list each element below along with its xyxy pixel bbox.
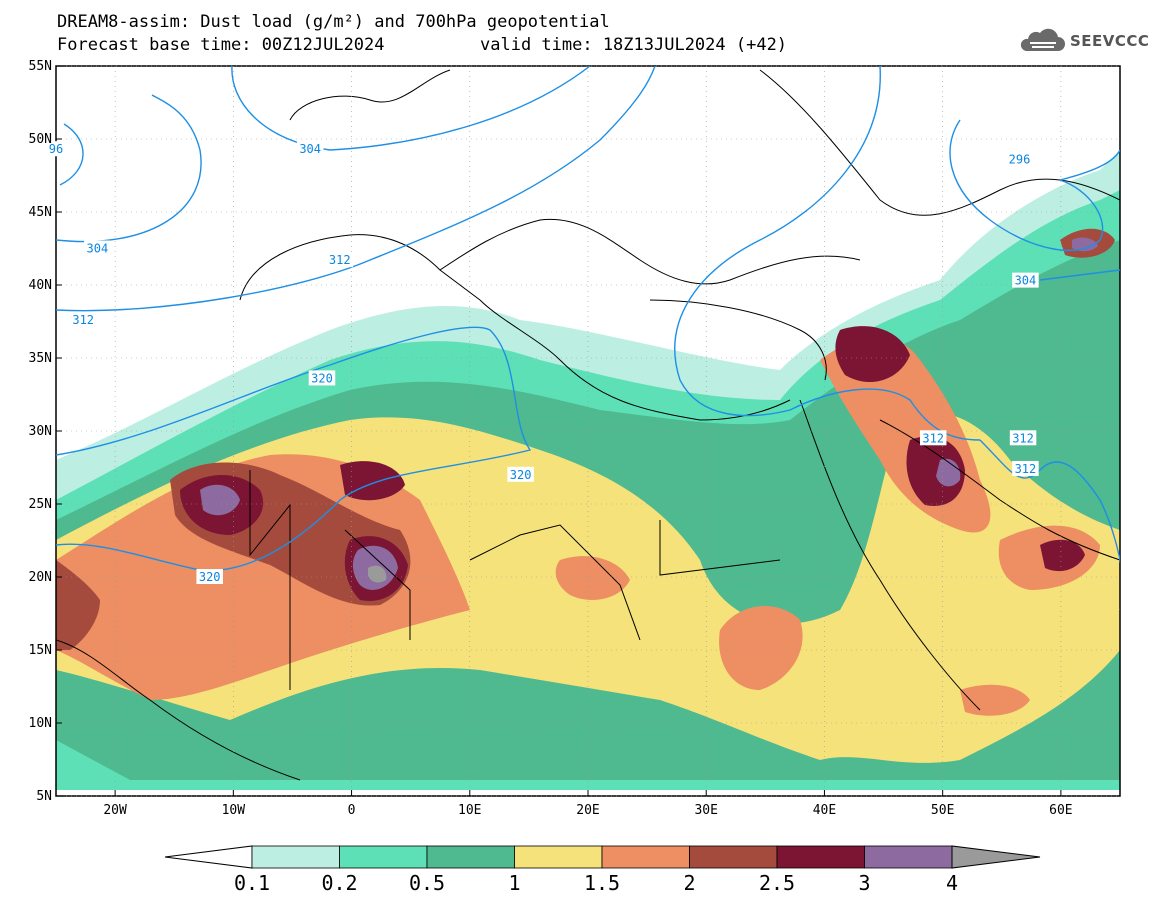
coastlines xyxy=(56,69,1120,781)
colorbar-swatch xyxy=(426,845,515,869)
lat-tick-label: 5N xyxy=(36,789,52,804)
lon-tick-label: 0 xyxy=(348,803,356,818)
colorbar-swatch xyxy=(776,845,865,869)
contour-label: 312 xyxy=(922,431,944,445)
contour-label: 304 xyxy=(1015,274,1037,288)
latitude-axis: 55N 50N 45N 40N 35N 30N 25N 20N 15N 10N 5N xyxy=(29,59,62,804)
colorbar-label: 4 xyxy=(946,871,958,895)
lat-tick-label: 50N xyxy=(29,132,52,147)
colorbar-swatch xyxy=(339,845,428,869)
colorbar-low-arrow xyxy=(164,845,253,869)
contour-label: 304 xyxy=(299,142,321,156)
lon-tick-label: 60E xyxy=(1049,803,1072,818)
contour-label-bg xyxy=(326,252,353,268)
contour-label: 320 xyxy=(510,468,532,482)
contour-label-bg xyxy=(196,569,223,584)
dust-load-field xyxy=(56,66,1120,796)
contour-label: 320 xyxy=(311,371,333,385)
colorbar: 0.1 0.2 0.5 1 1.5 2 2.5 3 4 xyxy=(164,845,1041,895)
cloud-icon xyxy=(1020,28,1065,51)
colorbar-label: 0.1 xyxy=(234,871,270,895)
contour-label: 312 xyxy=(1012,431,1034,445)
contour-label-bg xyxy=(507,466,534,482)
colorbar-swatch xyxy=(689,845,778,869)
contour-label-bg xyxy=(1009,430,1037,446)
logo-text: SEEVCCC xyxy=(1070,32,1150,50)
contour-label-bg xyxy=(1006,151,1033,167)
lon-tick-label: 20E xyxy=(576,803,599,818)
contour-label: 312 xyxy=(329,253,351,267)
contour-label-bg xyxy=(69,312,97,328)
seevccc-logo: SEEVCCC xyxy=(1018,27,1149,55)
lat-tick-label: 15N xyxy=(29,643,52,658)
contour-label-bg xyxy=(84,240,111,256)
contour-label: 296 xyxy=(1009,152,1031,166)
colorbar-label: 0.2 xyxy=(321,871,357,895)
contour-label: 320 xyxy=(199,570,221,584)
lat-tick-label: 25N xyxy=(29,497,52,512)
contour-label-bg xyxy=(308,370,336,386)
lat-tick-label: 20N xyxy=(29,570,52,585)
colorbar-swatch xyxy=(514,845,603,869)
colorbar-high-arrow xyxy=(951,845,1041,869)
map-title: DREAM8-assim: Dust load (g/m²) and 700hP… xyxy=(57,12,610,32)
lat-tick-label: 40N xyxy=(29,278,52,293)
contour-label: 96 xyxy=(49,142,63,156)
contour-label: 312 xyxy=(1015,462,1037,476)
contour-label-bg xyxy=(919,430,947,446)
contour-label: 312 xyxy=(72,313,94,327)
contour-label-bg xyxy=(46,141,66,157)
colorbar-label: 2.5 xyxy=(759,871,795,895)
forecast-base-time: Forecast base time: 00Z12JUL2024 xyxy=(57,35,385,55)
contour-labels: 96 304 304 312 312 320 320 320 296 304 312 312 312 xyxy=(46,141,1039,584)
colorbar-swatch xyxy=(601,845,690,869)
lon-tick-label: 10W xyxy=(222,803,246,818)
lat-tick-label: 30N xyxy=(29,424,52,439)
lon-tick-label: 50E xyxy=(931,803,954,818)
lon-tick-label: 40E xyxy=(813,803,836,818)
colorbar-label: 1 xyxy=(508,871,520,895)
longitude-axis: 20W 10W 0 10E 20E 30E 40E 50E 60E xyxy=(103,790,1073,818)
colorbar-label: 2 xyxy=(683,871,695,895)
contour-label-bg xyxy=(1012,460,1039,476)
lat-tick-label: 45N xyxy=(29,205,52,220)
lon-tick-label: 20W xyxy=(103,803,127,818)
lon-tick-label: 10E xyxy=(458,803,481,818)
colorbar-label: 3 xyxy=(858,871,870,895)
lat-tick-label: 10N xyxy=(29,716,52,731)
colorbar-swatch xyxy=(251,845,340,869)
contour-label-bg xyxy=(1012,272,1039,288)
valid-time: valid time: 18Z13JUL2024 (+42) xyxy=(480,35,788,55)
contour-label-bg xyxy=(296,141,324,157)
lat-tick-label: 55N xyxy=(29,59,52,74)
colorbar-label: 1.5 xyxy=(584,871,620,895)
colorbar-swatch xyxy=(864,845,953,869)
colorbar-label: 0.5 xyxy=(409,871,445,895)
contour-label: 304 xyxy=(87,242,109,256)
lon-tick-label: 30E xyxy=(694,803,717,818)
lat-tick-label: 35N xyxy=(29,351,52,366)
